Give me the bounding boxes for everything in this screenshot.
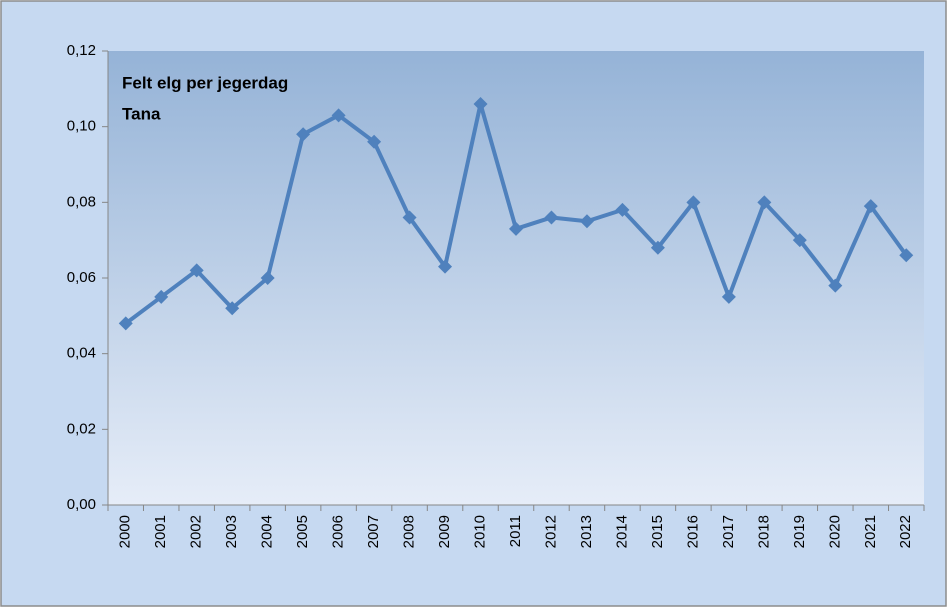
y-tick-label: 0,06 (67, 269, 96, 286)
data-marker (118, 316, 133, 331)
plot-area (108, 51, 924, 505)
data-marker (757, 195, 772, 210)
x-tick-label: 2000 (117, 515, 134, 548)
data-marker (544, 210, 559, 225)
x-tick-label: 2011 (507, 515, 524, 547)
x-tick-label: 2005 (294, 515, 311, 548)
y-tick-label: 0,08 (67, 193, 96, 210)
data-marker (473, 96, 488, 111)
x-tick-label: 2002 (188, 515, 205, 548)
data-marker (721, 289, 736, 304)
data-marker (225, 301, 240, 316)
data-marker (331, 108, 346, 123)
x-tick-label: 2001 (152, 515, 169, 548)
x-tick-label: 2018 (755, 515, 772, 548)
y-tick-label: 0,00 (67, 496, 96, 513)
data-marker (828, 278, 843, 293)
x-tick-label: 2003 (223, 515, 240, 548)
data-marker (615, 202, 630, 217)
x-tick-label: 2004 (259, 515, 276, 548)
y-tick-label: 0,12 (67, 42, 96, 59)
data-marker (260, 271, 275, 285)
x-tick-label: 2010 (471, 515, 488, 548)
data-marker (579, 214, 594, 229)
x-tick-label: 2021 (862, 515, 879, 548)
data-marker (899, 248, 914, 263)
x-tick-label: 2009 (436, 515, 453, 548)
data-marker (509, 221, 523, 236)
data-marker (863, 199, 878, 214)
x-tick-label: 2016 (684, 515, 701, 548)
data-marker (154, 289, 169, 304)
x-tick-label: 2008 (401, 515, 418, 548)
x-tick-label: 2022 (897, 515, 914, 548)
y-tick-label: 0,10 (67, 118, 96, 135)
data-marker (296, 127, 311, 142)
data-marker (367, 134, 382, 149)
x-tick-label: 2012 (542, 515, 559, 548)
data-marker (686, 195, 701, 210)
x-tick-label: 2007 (365, 515, 382, 548)
y-tick-label: 0,04 (67, 345, 96, 362)
chart-subtitle: Tana (122, 104, 161, 123)
x-tick-label: 2020 (826, 515, 843, 548)
data-marker (438, 259, 453, 274)
chart-title: Felt elg per jegerdag (122, 73, 288, 92)
x-tick-label: 2017 (720, 515, 737, 548)
data-marker (650, 240, 665, 255)
x-tick-label: 2014 (613, 515, 630, 548)
x-tick-label: 2015 (649, 515, 666, 548)
data-marker (792, 233, 807, 248)
x-tick-label: 2006 (330, 515, 347, 548)
data-marker (189, 263, 204, 278)
x-tick-label: 2019 (791, 515, 808, 548)
data-marker (402, 210, 417, 225)
x-tick-label: 2013 (578, 515, 595, 548)
y-tick-label: 0,02 (67, 420, 96, 437)
